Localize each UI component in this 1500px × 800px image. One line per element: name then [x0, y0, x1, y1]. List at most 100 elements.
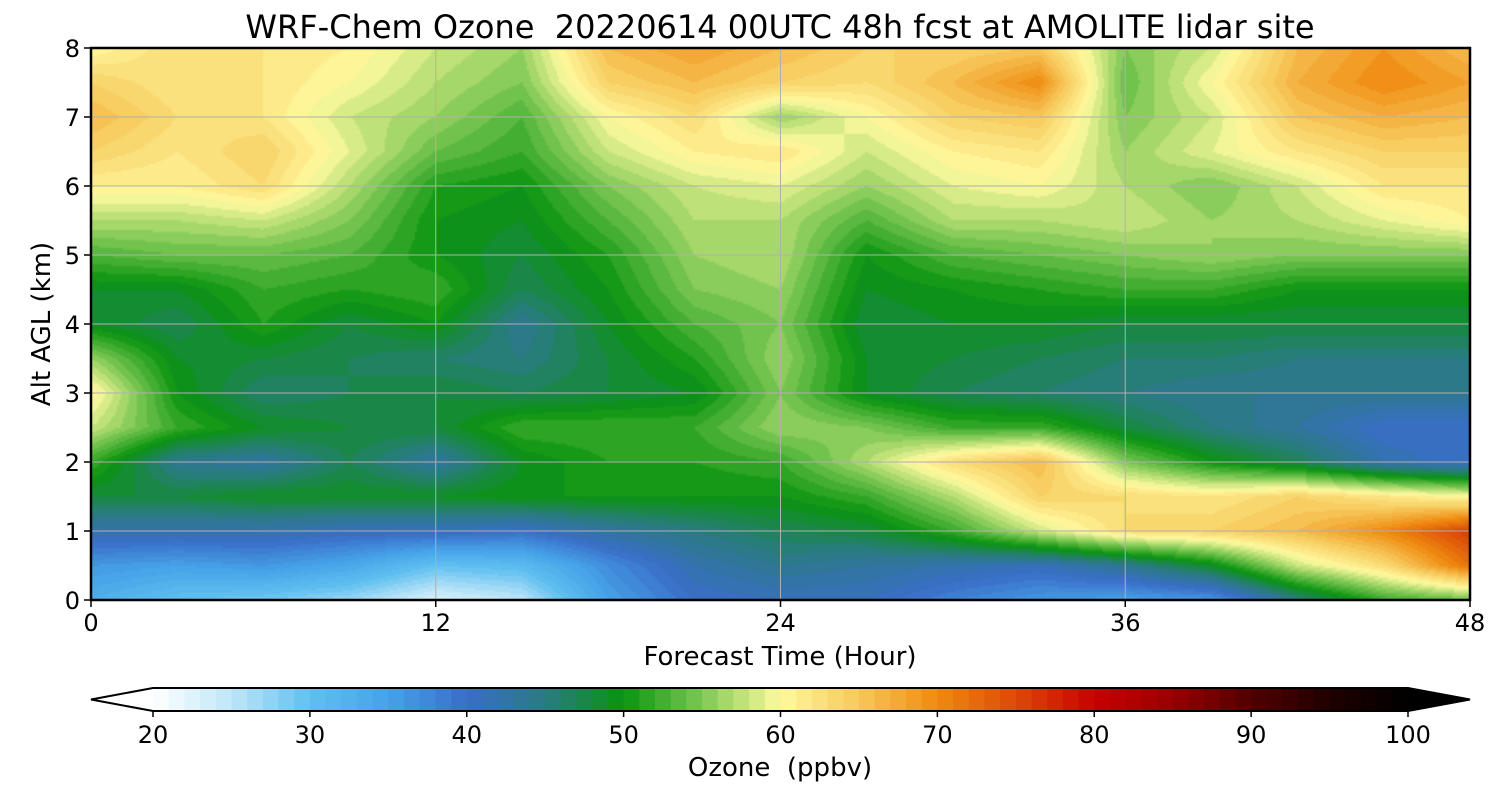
- colorbar-segment: [858, 688, 876, 711]
- colorbar-segment: [1376, 688, 1393, 711]
- colorbar-segment: [153, 688, 170, 711]
- colorbar-segment: [1188, 688, 1205, 711]
- colorbar-segment: [325, 688, 342, 711]
- colorbar-tick-label: 70: [922, 721, 953, 749]
- colorbar-segment: [1125, 688, 1142, 711]
- colorbar-extend-max: [1408, 688, 1470, 711]
- colorbar-segment: [1235, 688, 1252, 711]
- colorbar-segment: [906, 688, 923, 711]
- colorbar-tick-label: 80: [1079, 721, 1110, 749]
- colorbar-segment: [717, 688, 735, 711]
- colorbar-segment: [184, 688, 201, 711]
- y-axis: 0 1 2 3 4 5 6 7 8: [65, 35, 91, 615]
- colorbar-segment: [560, 688, 578, 711]
- colorbar-segment: [953, 688, 970, 711]
- colorbar-segment: [419, 688, 436, 711]
- colorbar-segment: [874, 688, 891, 711]
- colorbar-segment: [639, 688, 656, 711]
- colorbar-segment: [1094, 688, 1111, 711]
- colorbar-segment: [623, 688, 640, 711]
- colorbar-segment: [764, 688, 782, 711]
- y-tick-label: 1: [65, 518, 80, 546]
- colorbar-segment: [231, 688, 248, 711]
- colorbar-segment: [1078, 688, 1095, 711]
- colorbar-tick-label: 60: [765, 721, 796, 749]
- y-tick-label: 8: [65, 35, 80, 63]
- colorbar-segment: [1329, 688, 1346, 711]
- colorbar-tick-label: 100: [1385, 721, 1431, 749]
- colorbar-segment: [749, 688, 766, 711]
- colorbar-tick-label: 40: [451, 721, 482, 749]
- colorbar-segment: [498, 688, 515, 711]
- colorbar-segment: [215, 688, 233, 711]
- colorbar-segment: [1313, 688, 1331, 711]
- colorbar-segment: [168, 688, 185, 711]
- colorbar-segment: [247, 688, 264, 711]
- colorbar-segment: [1282, 688, 1299, 711]
- colorbar-segment: [1000, 688, 1017, 711]
- colorbar-segment: [984, 688, 1001, 711]
- colorbar-segment: [372, 688, 389, 711]
- colorbar-segment: [341, 688, 358, 711]
- y-axis-label: Alt AGL (km): [27, 242, 57, 406]
- x-axis-label: Forecast Time (Hour): [643, 642, 916, 672]
- colorbar-segment: [576, 688, 593, 711]
- colorbar-segment: [1266, 688, 1284, 711]
- colorbar-label: Ozone (ppbv): [688, 753, 872, 783]
- colorbar-segment: [686, 688, 703, 711]
- colorbar-segment: [843, 688, 860, 711]
- colorbar-segment: [890, 688, 907, 711]
- colorbar-segment: [1141, 688, 1158, 711]
- colorbar-tick-label: 50: [608, 721, 639, 749]
- x-tick-label: 36: [1110, 609, 1141, 637]
- colorbar-segment: [545, 688, 562, 711]
- colorbar-segment: [529, 688, 546, 711]
- y-tick-label: 0: [65, 587, 80, 615]
- colorbar-segment: [921, 688, 938, 711]
- y-tick-label: 7: [65, 104, 80, 132]
- colorbar-extend-min: [91, 688, 153, 711]
- chart-title: WRF-Chem Ozone 20220614 00UTC 48h fcst a…: [245, 8, 1314, 46]
- colorbar-tick-label: 20: [138, 721, 169, 749]
- colorbar-tick-label: 90: [1236, 721, 1267, 749]
- colorbar-segment: [1251, 688, 1268, 711]
- x-tick-label: 0: [83, 609, 98, 637]
- x-tick-label: 48: [1455, 609, 1486, 637]
- colorbar-segment: [513, 688, 531, 711]
- colorbar-segment: [1015, 688, 1033, 711]
- y-tick-label: 5: [65, 242, 80, 270]
- colorbar-segment: [451, 688, 468, 711]
- colorbar-segment: [592, 688, 609, 711]
- colorbar-segment: [1109, 688, 1127, 711]
- colorbar-segment: [1157, 688, 1174, 711]
- y-tick-label: 4: [65, 311, 80, 339]
- colorbar: 20 30 40 50 60 70 80 90 100: [90, 687, 1471, 749]
- colorbar-segment: [200, 688, 217, 711]
- colorbar-segment: [670, 688, 687, 711]
- colorbar-segment: [1219, 688, 1237, 711]
- colorbar-segment: [1360, 688, 1378, 711]
- colorbar-segment: [968, 688, 986, 711]
- colorbar-segment: [796, 688, 813, 711]
- colorbar-segment: [780, 688, 797, 711]
- colorbar-segment: [1204, 688, 1221, 711]
- colorbar-segment: [1031, 688, 1048, 711]
- colorbar-segment: [309, 688, 327, 711]
- colorbar-segment: [607, 688, 625, 711]
- y-tick-label: 2: [65, 449, 80, 477]
- colorbar-segment: [435, 688, 452, 711]
- colorbar-segment: [1047, 688, 1064, 711]
- colorbar-segment: [466, 688, 484, 711]
- colorbar-segment: [827, 688, 844, 711]
- colorbar-segment: [262, 688, 280, 711]
- colorbar-segment: [278, 688, 295, 711]
- colorbar-segment: [1345, 688, 1362, 711]
- colorbar-segment: [733, 688, 750, 711]
- colorbar-segment: [702, 688, 719, 711]
- colorbar-segment: [404, 688, 421, 711]
- colorbar-segment: [482, 688, 499, 711]
- colorbar-segment: [655, 688, 672, 711]
- colorbar-segment: [1392, 688, 1409, 711]
- colorbar-segment: [1062, 688, 1080, 711]
- colorbar-segment: [1298, 688, 1315, 711]
